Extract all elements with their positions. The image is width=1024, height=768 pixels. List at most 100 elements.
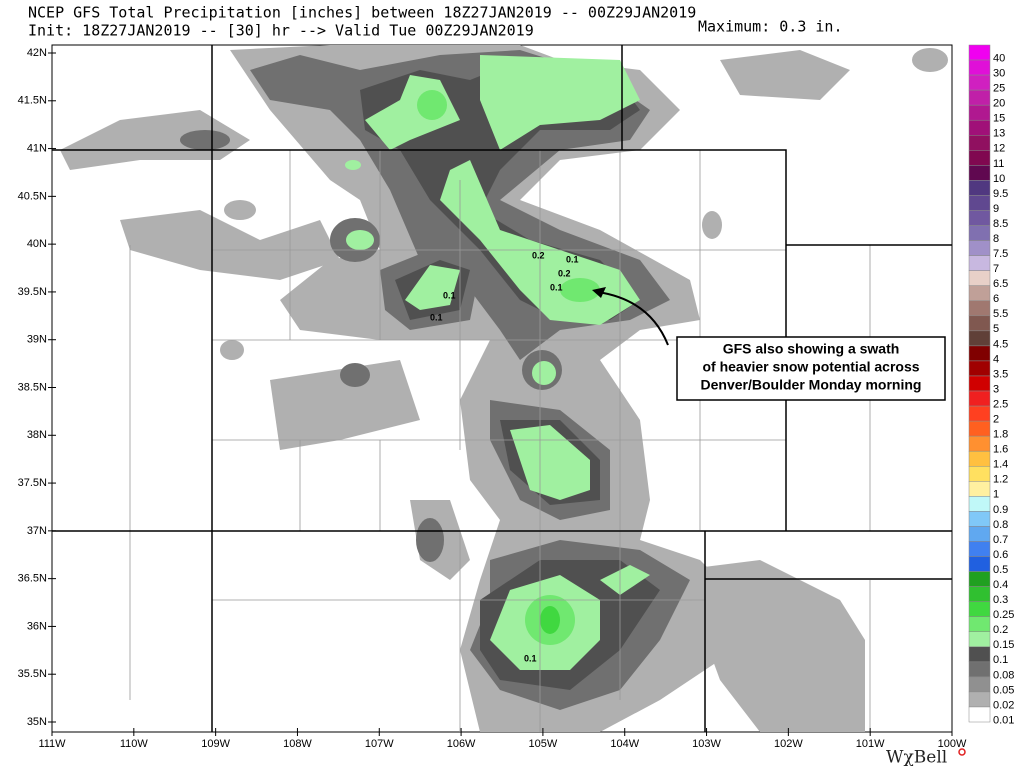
legend-swatch [968, 526, 991, 542]
lat-label: 36.5N [18, 573, 47, 585]
lon-label: 100W [938, 738, 967, 750]
legend-label: 3 [993, 383, 999, 395]
legend-label: 0.25 [993, 609, 1014, 621]
legend-label: 6.5 [993, 278, 1008, 290]
point-label: 0.1 [524, 653, 537, 663]
maximum: Maximum: 0.3 in. [698, 18, 843, 36]
legend-swatch [968, 165, 991, 181]
legend-swatch [968, 556, 991, 572]
legend-label: 25 [993, 83, 1005, 95]
legend-label: 0.8 [993, 519, 1008, 531]
legend-swatch [968, 481, 991, 497]
legend-swatch [968, 300, 991, 317]
legend-label: 30 [993, 67, 1005, 79]
legend-swatch [968, 646, 991, 663]
lat-label: 41N [27, 142, 47, 154]
lon-label: 107W [365, 738, 394, 750]
legend-label: 5.5 [993, 308, 1008, 320]
legend-swatch [968, 59, 991, 76]
legend-swatch [968, 541, 991, 557]
point-label: 0.1 [443, 290, 456, 300]
lon-labels: 111W 110W 109W 108W 107W 106W 105W 104W 103W 102W… [38, 728, 967, 750]
legend-swatch [968, 270, 991, 286]
lon-label: 102W [774, 738, 803, 750]
legend-label: 0.08 [993, 669, 1014, 681]
lon-label: 108W [283, 738, 312, 750]
legend-swatch [968, 691, 991, 708]
legend-swatch [968, 89, 991, 106]
annotation-arrow [597, 291, 669, 346]
legend-label: 4 [993, 353, 999, 365]
legend-swatch [968, 571, 991, 587]
brand-dot [958, 748, 966, 756]
map [51, 44, 953, 733]
legend-swatch [968, 330, 991, 347]
annotation-line: of heavier snow potential across [702, 359, 919, 375]
lat-label: 35.5N [18, 668, 47, 680]
legend-label: 20 [993, 98, 1005, 110]
legend-swatch [968, 135, 991, 151]
legend-swatch [968, 616, 991, 632]
legend-label: 0.9 [993, 504, 1008, 516]
legend-swatch [968, 119, 991, 136]
legend-swatch [968, 586, 991, 602]
legend-label: 12 [993, 143, 1005, 155]
legend-swatch [968, 706, 991, 723]
legend-label: 0.01 [993, 714, 1014, 726]
legend-label: 1.2 [993, 474, 1008, 486]
legend-swatch [968, 511, 991, 527]
legend-label: 4.5 [993, 338, 1008, 350]
annotation-box [676, 336, 946, 401]
lon-label: 105W [529, 738, 558, 750]
lat-label: 40N [27, 238, 47, 250]
point-label: 0.2 [558, 268, 571, 278]
legend-swatch [968, 255, 991, 271]
legend-label: 11 [993, 158, 1004, 170]
legend-label: 0.1 [993, 654, 1008, 666]
legend-swatch [968, 104, 991, 121]
lat-label: 41.5N [18, 95, 47, 107]
lon-label: 101W [856, 738, 885, 750]
lat-label: 37.5N [18, 477, 47, 489]
lat-label: 38.5N [18, 381, 47, 393]
legend-swatch [968, 601, 991, 617]
legend-label: 9.5 [993, 188, 1008, 200]
point-label: 0.1 [430, 312, 443, 322]
state-borders [52, 45, 952, 732]
legend-swatch [968, 405, 991, 422]
legend-label: 7.5 [993, 248, 1008, 260]
legend-swatch [968, 345, 991, 362]
legend-label: 6 [993, 293, 999, 305]
legend-swatch [968, 496, 991, 512]
legend-swatch [968, 225, 991, 241]
legend-label: 0.05 [993, 684, 1014, 696]
legend-label: 2.5 [993, 398, 1008, 410]
legend-label: 1.8 [993, 429, 1008, 441]
legend-label: 1.6 [993, 444, 1008, 456]
legend-label: 40 [993, 52, 1005, 64]
legend-swatch [968, 450, 991, 467]
legend-label: 0.7 [993, 534, 1008, 546]
legend-label: 15 [993, 113, 1005, 125]
lat-label: 37N [27, 525, 47, 537]
lat-label: 39N [27, 334, 47, 346]
legend-label: 10 [993, 173, 1005, 185]
point-label: 0.2 [532, 250, 545, 260]
legend-swatch [968, 375, 991, 392]
lon-label: 111W [38, 738, 66, 750]
lat-label: 36N [27, 620, 47, 632]
legend-swatch [968, 390, 991, 407]
subtitle-line: Init: 18Z27JAN2019 -- [30] hr --> Valid … [28, 22, 534, 40]
legend-swatch [968, 676, 991, 693]
legend-swatch [968, 420, 991, 437]
legend-swatch [968, 285, 991, 302]
point-label: 0.1 [566, 254, 579, 264]
legend-swatch [968, 210, 991, 226]
legend-label: 13 [993, 128, 1005, 140]
legend-swatch [968, 180, 991, 196]
legend-label: 0.2 [993, 624, 1008, 636]
lon-label: 103W [692, 738, 721, 750]
annotation-line: Denver/Boulder Monday morning [701, 377, 922, 393]
lat-label: 39.5N [18, 286, 47, 298]
